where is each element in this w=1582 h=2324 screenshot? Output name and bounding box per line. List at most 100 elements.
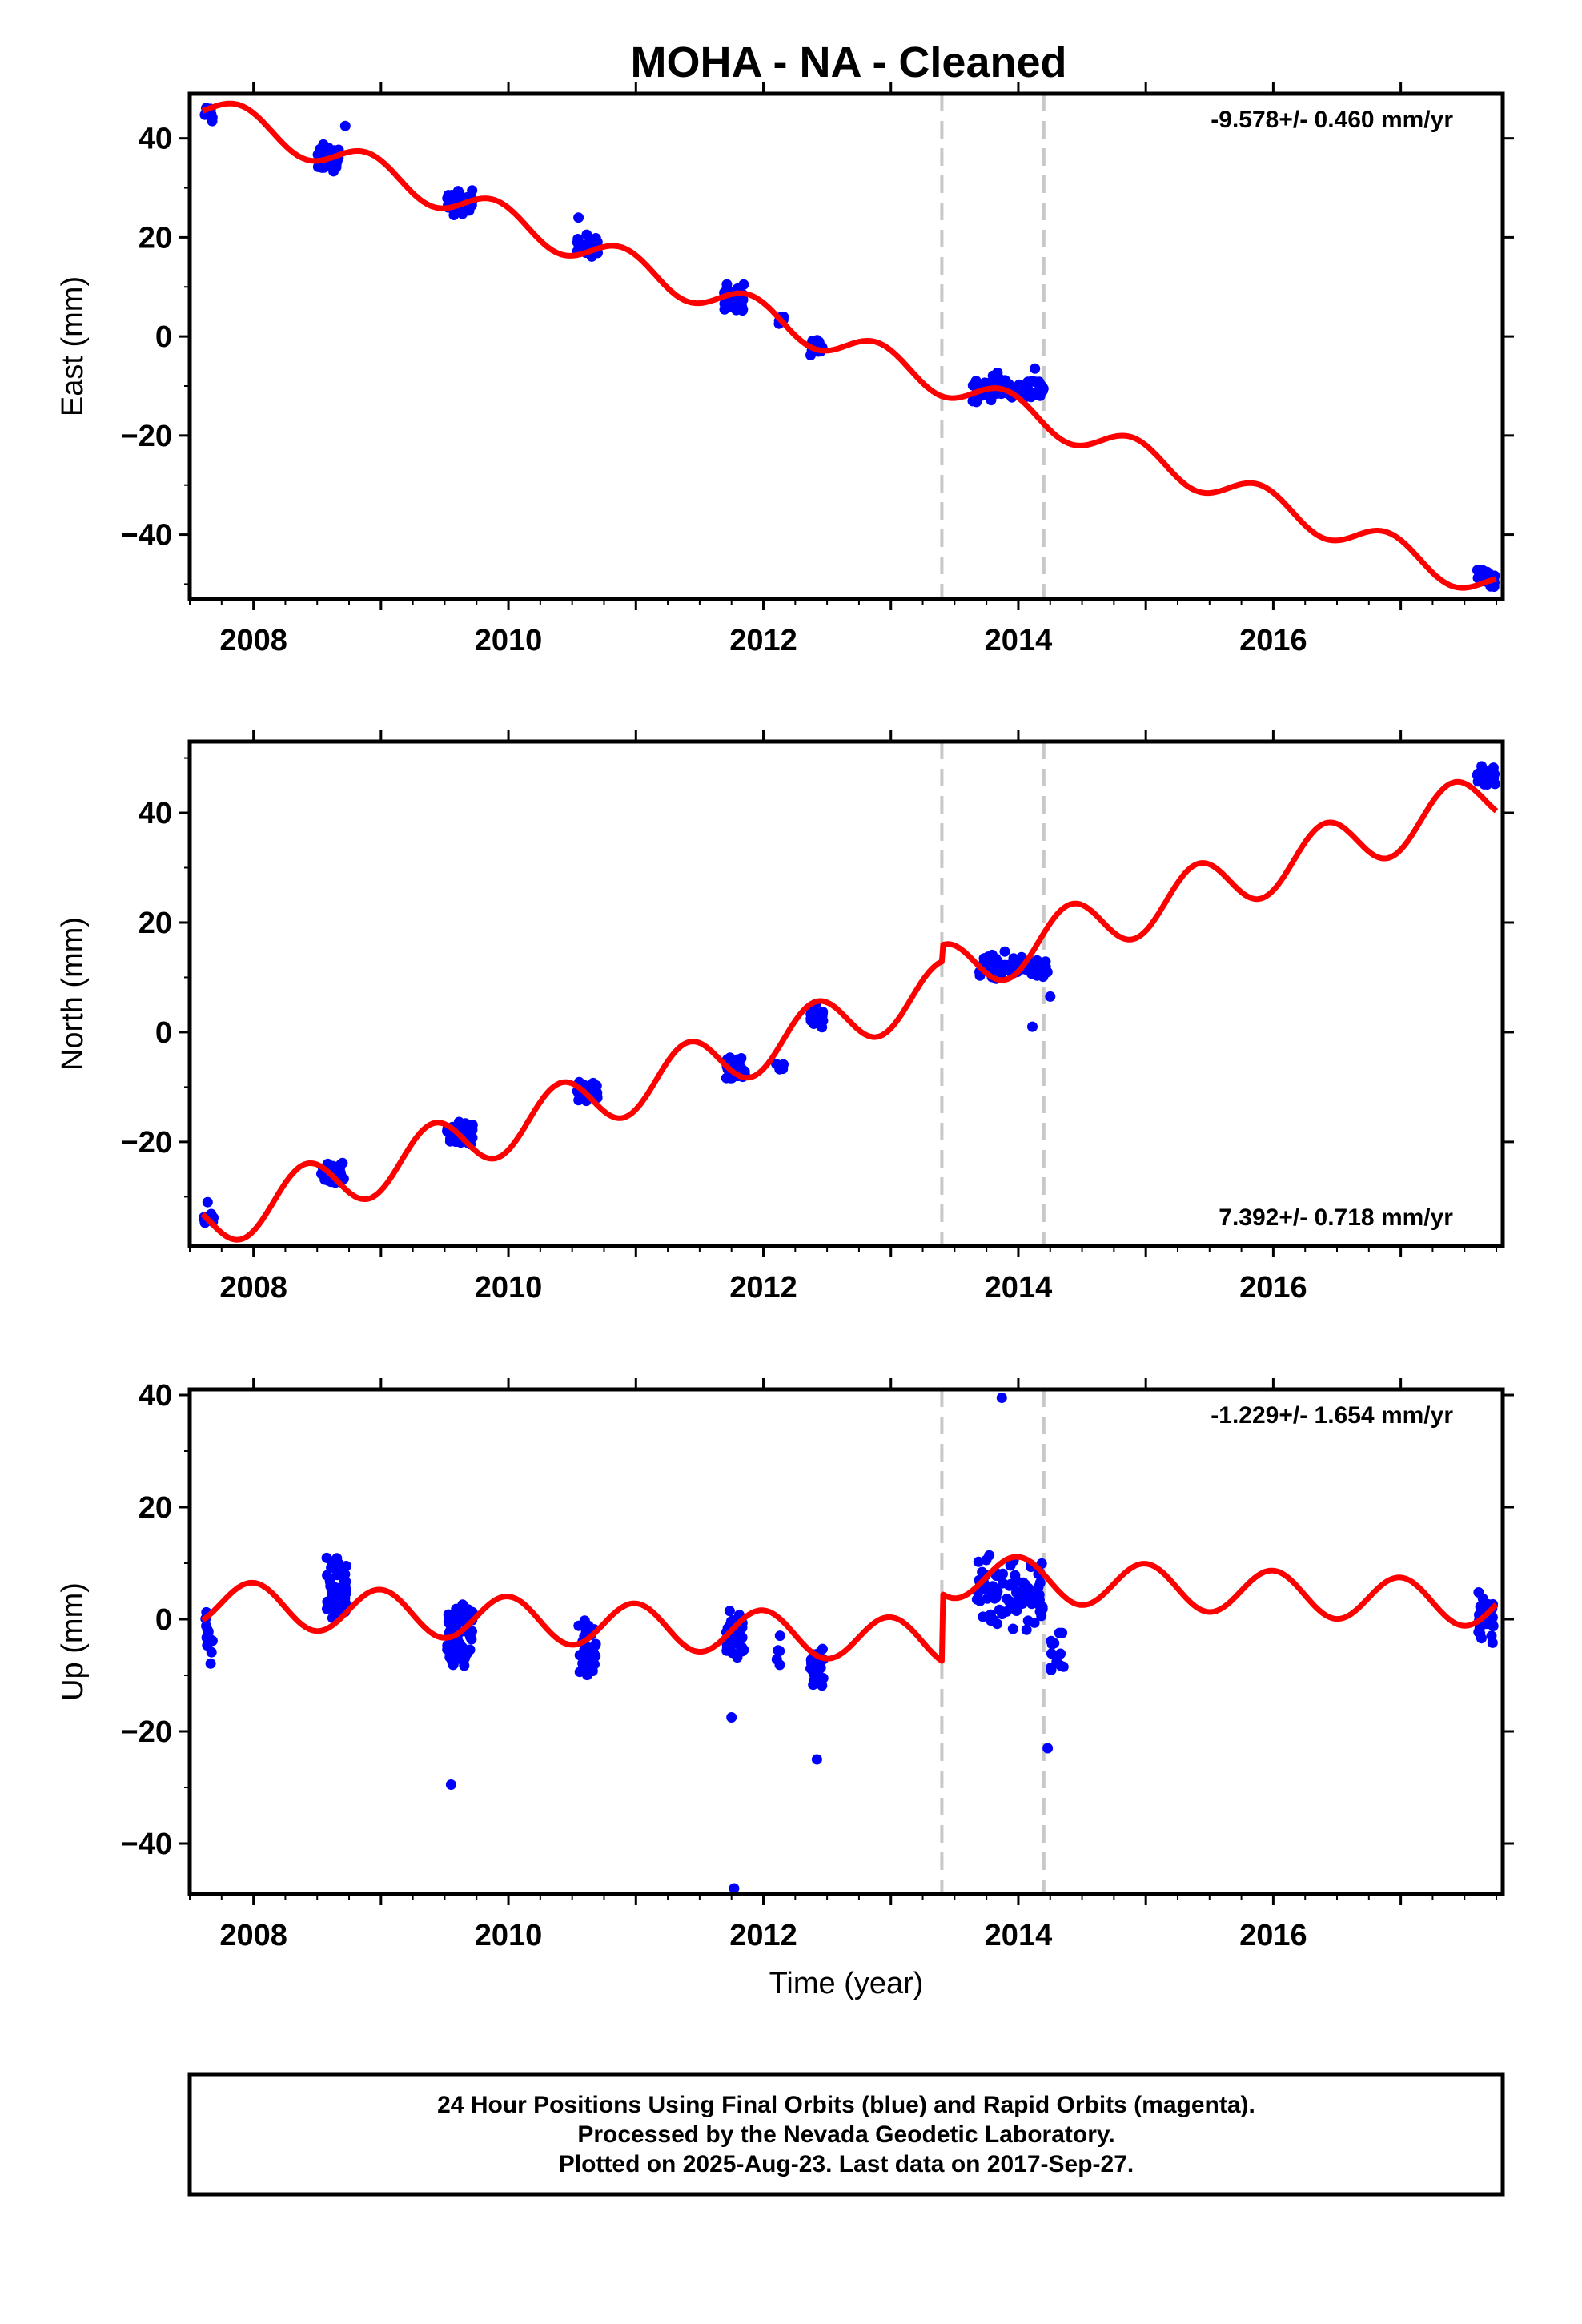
up-data-point bbox=[339, 1593, 351, 1604]
up-data-point bbox=[332, 1606, 343, 1618]
up-data-point bbox=[1042, 1743, 1054, 1754]
up-xtick-label: 2010 bbox=[475, 1919, 543, 1952]
up-data-point bbox=[327, 1594, 338, 1605]
east-rate-label: -9.578+/- 0.460 mm/yr bbox=[1211, 107, 1453, 133]
x-axis-label: Time (year) bbox=[769, 1967, 924, 2000]
east-ytick-label: 20 bbox=[139, 221, 172, 255]
up-xtick-label: 2008 bbox=[219, 1919, 287, 1952]
up-data-point bbox=[988, 1614, 999, 1626]
north-data-point bbox=[1027, 1021, 1038, 1032]
up-data-point bbox=[726, 1712, 737, 1723]
up-data-point bbox=[1003, 1596, 1014, 1606]
up-data-point bbox=[466, 1634, 477, 1645]
up-xtick-label: 2014 bbox=[985, 1919, 1053, 1952]
up-data-point bbox=[205, 1658, 216, 1669]
east-ylabel: East (mm) bbox=[56, 276, 90, 416]
up-data-point bbox=[809, 1660, 820, 1671]
up-data-point bbox=[449, 1617, 460, 1628]
up-data-point bbox=[1034, 1577, 1046, 1588]
up-rate-label: -1.229+/- 1.654 mm/yr bbox=[1211, 1402, 1453, 1429]
up-data-point bbox=[450, 1609, 461, 1620]
up-data-point bbox=[997, 1609, 1008, 1620]
north-data-point bbox=[458, 1123, 469, 1134]
up-data-point bbox=[982, 1593, 993, 1604]
north-ylabel: North (mm) bbox=[56, 917, 90, 1071]
east-data-point bbox=[572, 234, 584, 244]
up-data-point bbox=[1022, 1615, 1034, 1626]
up-data-point bbox=[1020, 1581, 1031, 1592]
east-data-point bbox=[805, 350, 816, 360]
up-data-points bbox=[200, 1393, 1499, 1894]
east-data-point bbox=[317, 142, 328, 153]
up-model-curve bbox=[200, 1554, 1499, 1664]
north-data-point bbox=[466, 1132, 477, 1144]
up-data-point bbox=[1477, 1593, 1488, 1604]
east-data-point bbox=[721, 283, 733, 294]
up-data-point bbox=[1021, 1624, 1032, 1635]
east-model-curve bbox=[201, 100, 1498, 591]
up-panel: −40 −20 0 20 40 2008 2010 2012 2014 2016 Up (mm) -1… bbox=[56, 1378, 1514, 2000]
up-data-point bbox=[998, 1578, 1009, 1589]
north-data-point bbox=[817, 1022, 828, 1033]
east-data-point bbox=[325, 159, 335, 170]
up-data-point bbox=[1046, 1663, 1056, 1673]
up-data-point bbox=[1055, 1648, 1066, 1659]
north-ytick-label: 40 bbox=[139, 797, 172, 830]
up-data-point bbox=[978, 1611, 989, 1622]
north-plot-frame bbox=[187, 739, 1505, 1248]
up-plot-frame bbox=[187, 1387, 1505, 1896]
up-data-point bbox=[989, 1593, 1000, 1604]
up-data-point bbox=[996, 1393, 1007, 1403]
up-data-point bbox=[331, 1565, 343, 1576]
caption-line-2: Processed by the Nevada Geodetic Laborat… bbox=[577, 2121, 1114, 2148]
up-data-point bbox=[1473, 1626, 1484, 1638]
up-data-point bbox=[973, 1556, 984, 1567]
up-data-point bbox=[817, 1680, 828, 1691]
up-data-point bbox=[773, 1645, 784, 1656]
caption-line-1: 24 Hour Positions Using Final Orbits (bl… bbox=[437, 2092, 1255, 2118]
up-data-point bbox=[1054, 1627, 1065, 1638]
up-ylabel: Up (mm) bbox=[56, 1582, 90, 1701]
north-ytick-label: −20 bbox=[121, 1126, 172, 1160]
east-xtick-label: 2010 bbox=[475, 624, 543, 657]
up-data-point bbox=[339, 1575, 349, 1586]
north-xtick-label: 2012 bbox=[729, 1271, 797, 1305]
up-data-point bbox=[460, 1652, 471, 1663]
east-data-point bbox=[457, 208, 468, 219]
chart-title: MOHA - NA - Cleaned bbox=[630, 38, 1066, 86]
up-data-point bbox=[322, 1603, 332, 1614]
north-panel: −20 0 20 40 2008 2010 2012 2014 2016 North (mm) 7.… bbox=[56, 730, 1514, 1305]
up-data-point bbox=[811, 1754, 822, 1765]
east-data-point bbox=[992, 367, 1003, 378]
east-data-point bbox=[1030, 389, 1041, 400]
east-data-point bbox=[207, 112, 218, 123]
north-xtick-label: 2008 bbox=[219, 1271, 287, 1305]
up-data-point bbox=[326, 1556, 337, 1567]
north-data-point bbox=[774, 1062, 785, 1073]
up-xtick-label: 2016 bbox=[1239, 1919, 1307, 1952]
up-data-point bbox=[981, 1554, 992, 1566]
up-ytick-label: −40 bbox=[121, 1827, 172, 1861]
up-data-point bbox=[328, 1583, 339, 1594]
up-data-point bbox=[577, 1662, 588, 1673]
up-data-point bbox=[449, 1647, 460, 1659]
up-data-point bbox=[1046, 1638, 1058, 1650]
up-data-point bbox=[724, 1606, 735, 1617]
east-data-point bbox=[1031, 376, 1042, 388]
north-model-curve bbox=[200, 778, 1499, 1243]
up-data-point bbox=[448, 1659, 459, 1670]
north-data-point bbox=[985, 954, 996, 965]
up-ytick-label: 40 bbox=[139, 1379, 172, 1413]
north-data-point bbox=[1484, 766, 1495, 776]
up-data-point bbox=[1046, 1648, 1057, 1659]
up-data-point bbox=[573, 1620, 584, 1631]
east-data-point bbox=[738, 279, 749, 290]
up-data-point bbox=[1007, 1623, 1018, 1634]
east-data-point bbox=[967, 396, 978, 407]
east-data-point bbox=[339, 120, 351, 131]
east-plot-frame bbox=[187, 91, 1505, 601]
east-panel: −40 −20 0 20 40 2008 2010 2012 2014 2016 East (mm)… bbox=[56, 82, 1514, 657]
north-data-point bbox=[1477, 776, 1488, 787]
up-data-point bbox=[463, 1604, 474, 1615]
